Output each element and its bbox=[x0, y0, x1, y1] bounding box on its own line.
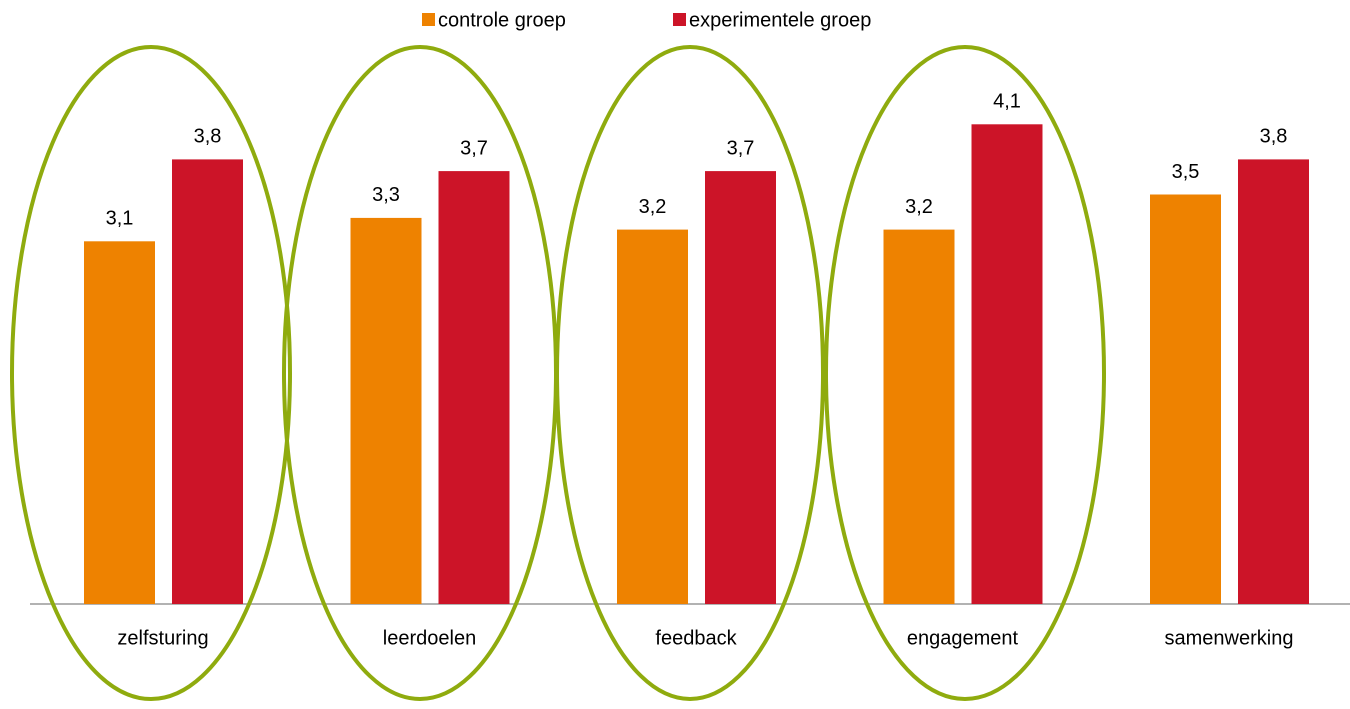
x-tick-label: leerdoelen bbox=[383, 627, 476, 649]
legend-label: controle groep bbox=[438, 9, 566, 31]
legend-swatch bbox=[673, 13, 686, 26]
value-label: 3,1 bbox=[106, 208, 134, 230]
x-tick-label: samenwerking bbox=[1165, 627, 1294, 649]
value-label: 3,8 bbox=[1260, 126, 1288, 148]
value-label: 3,7 bbox=[727, 137, 755, 159]
bar bbox=[705, 171, 776, 604]
highlight-ellipse bbox=[10, 45, 292, 701]
bar bbox=[971, 124, 1043, 605]
highlight-ellipse bbox=[824, 45, 1106, 701]
x-tick-label: feedback bbox=[655, 627, 737, 649]
x-tick-label: zelfsturing bbox=[117, 627, 208, 649]
bar bbox=[172, 159, 243, 604]
bar bbox=[438, 171, 510, 604]
bar bbox=[883, 229, 955, 604]
bar bbox=[350, 217, 422, 604]
legend-swatch bbox=[422, 13, 435, 26]
value-label: 3,7 bbox=[460, 137, 488, 159]
value-label: 3,2 bbox=[639, 196, 667, 218]
value-label: 3,5 bbox=[1172, 161, 1200, 183]
value-label: 3,8 bbox=[194, 126, 222, 148]
bar bbox=[1238, 159, 1309, 604]
x-tick-label: engagement bbox=[907, 627, 1019, 649]
highlight-ellipse bbox=[555, 45, 825, 701]
value-label: 4,1 bbox=[993, 91, 1021, 113]
bar bbox=[617, 229, 688, 604]
marks bbox=[84, 124, 1309, 605]
bar bbox=[84, 241, 155, 605]
value-label: 3,2 bbox=[905, 196, 933, 218]
legend-label: experimentele groep bbox=[689, 9, 871, 31]
bar bbox=[1150, 194, 1221, 604]
value-label: 3,3 bbox=[372, 184, 400, 206]
highlight-ellipses bbox=[10, 45, 1106, 701]
